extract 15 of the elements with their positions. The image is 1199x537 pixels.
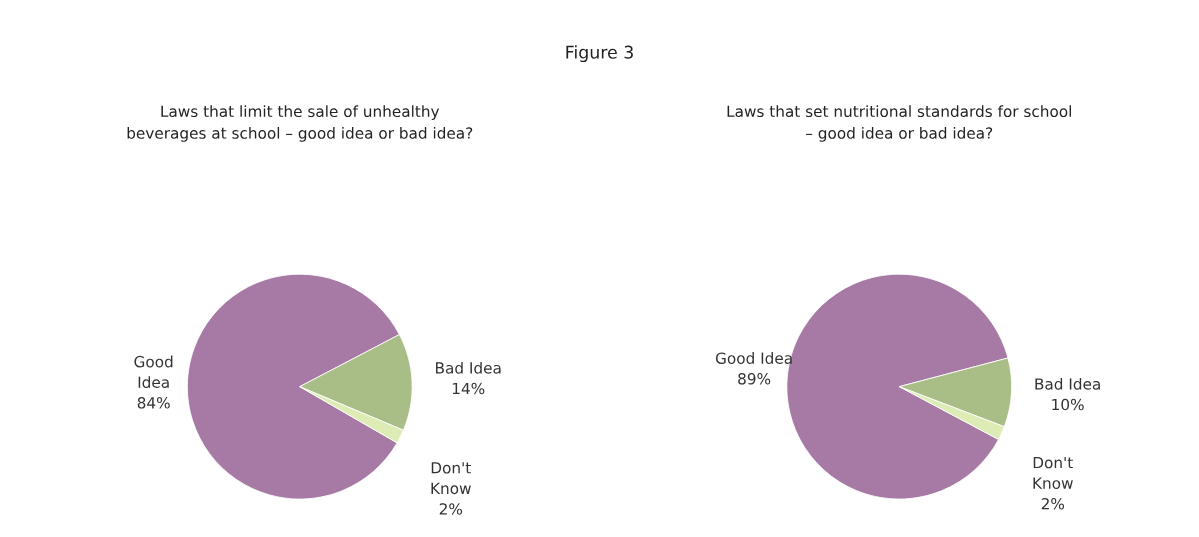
data-label: 2% xyxy=(1041,497,1065,510)
data-label: 10% xyxy=(1052,398,1084,411)
slice-label: Bad Idea xyxy=(436,361,501,374)
chart-title: Laws that limit the sale of unhealthy beverages at school – good idea or bad idea? xyxy=(127,105,473,142)
data-label: 14% xyxy=(452,382,485,395)
slice-label: Good Idea xyxy=(134,355,173,389)
data-label: 84% xyxy=(137,397,170,409)
slice-label: Don't Know xyxy=(1033,456,1073,489)
slice-label: Bad Idea xyxy=(1035,377,1100,390)
chart-title: Laws that set nutritional standards for school – good idea or bad idea? xyxy=(727,105,1071,142)
data-label: 2% xyxy=(439,503,463,515)
data-label: 89% xyxy=(738,372,771,385)
caption: Figure 3 xyxy=(566,45,633,63)
slice-label: Don't Know xyxy=(431,462,471,495)
slice-label: Good Idea xyxy=(715,352,792,364)
